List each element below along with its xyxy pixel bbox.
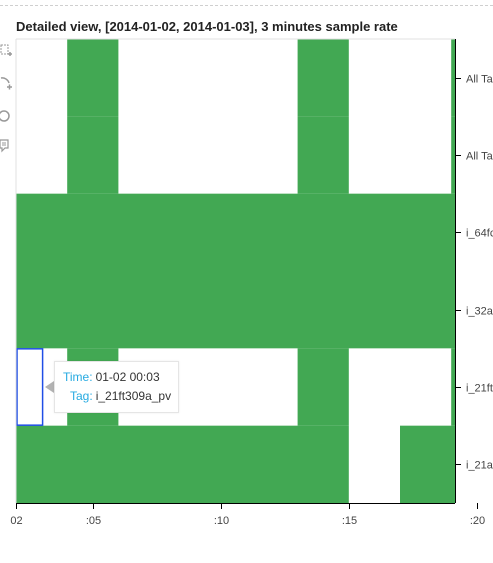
hover-tool-icon[interactable] xyxy=(0,138,12,154)
heatmap-cell[interactable] xyxy=(16,193,455,271)
x-tick-label: :15 xyxy=(342,515,357,527)
hovered-cell-outline xyxy=(16,348,44,426)
heatmap-cell[interactable] xyxy=(297,348,349,426)
heatmap-cell[interactable] xyxy=(16,271,455,349)
tooltip-pointer xyxy=(45,381,54,393)
tooltip-tag-label: Tag: xyxy=(70,389,93,403)
heatmap-cell[interactable] xyxy=(67,116,119,194)
y-tick-label: i_32a xyxy=(466,306,493,318)
heatmap-cell[interactable] xyxy=(16,425,349,503)
x-tick-label: 02 xyxy=(10,515,22,527)
y-tick-label: All Ta xyxy=(466,74,493,86)
y-tick-label: i_21ft xyxy=(466,383,493,395)
x-tick-label: :10 xyxy=(214,515,229,527)
heatmap-cell[interactable] xyxy=(297,39,349,117)
heatmap-cell[interactable] xyxy=(297,116,349,194)
reset-icon[interactable] xyxy=(0,108,12,124)
heatmap-cell[interactable] xyxy=(451,39,455,117)
x-tick-label: :20 xyxy=(470,515,485,527)
wheel-zoom-icon[interactable] xyxy=(0,75,12,91)
heatmap-cell[interactable] xyxy=(400,425,455,503)
heatmap-cell[interactable] xyxy=(67,39,119,117)
tooltip-time-label: Time: xyxy=(63,370,93,384)
tooltip-tag-value: i_21ft309a_pv xyxy=(95,389,172,403)
box-zoom-icon[interactable] xyxy=(0,44,12,60)
tooltip-time-value: 01-02 00:03 xyxy=(95,370,160,384)
heatmap-cell[interactable] xyxy=(451,348,455,426)
heatmap-cell[interactable] xyxy=(451,116,455,194)
x-tick-label: :05 xyxy=(86,515,101,527)
chart-title: Detailed view, [2014-01-02, 2014-01-03],… xyxy=(16,19,398,34)
y-tick-label: i_64fc xyxy=(466,228,493,240)
y-tick-label: All Ta xyxy=(466,151,493,163)
hover-tooltip: Time: 01-02 00:03 Tag: i_21ft309a_pv xyxy=(54,361,179,413)
y-tick-label: i_21a xyxy=(466,460,493,472)
top-divider xyxy=(0,5,493,6)
